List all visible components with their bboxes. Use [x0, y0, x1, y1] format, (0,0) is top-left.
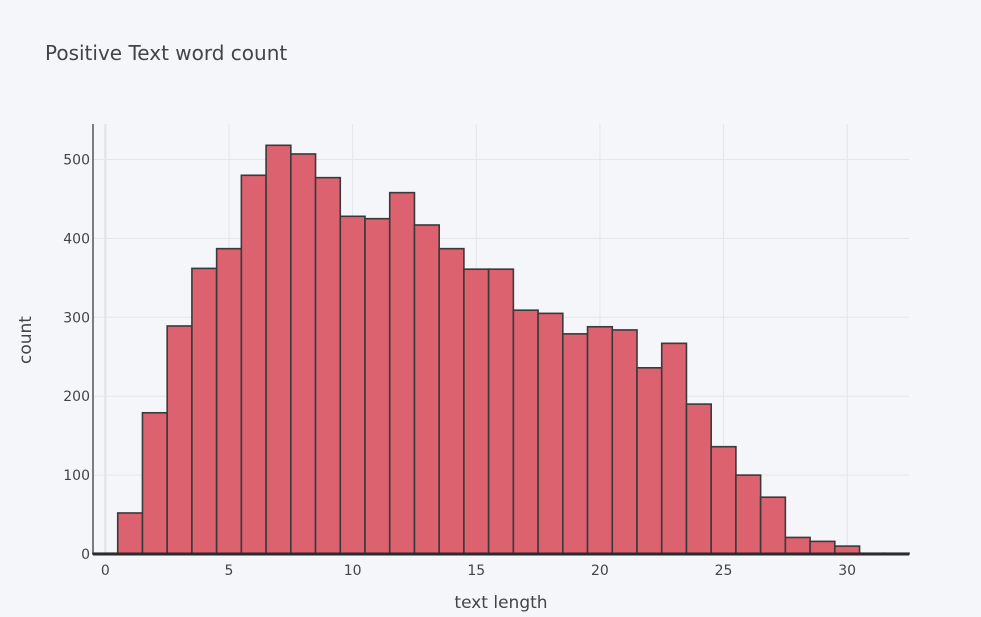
histogram-bar[interactable] [487, 268, 515, 555]
histogram-bar[interactable] [240, 174, 267, 555]
histogram-bar[interactable] [636, 366, 663, 555]
histogram-bar[interactable] [611, 329, 638, 555]
histogram-bar[interactable] [438, 247, 465, 555]
y-tick-label: 500 [63, 153, 90, 169]
y-tick-label: 300 [63, 310, 90, 326]
histogram-bar[interactable] [265, 144, 292, 555]
histogram-bar[interactable] [710, 445, 737, 555]
x-tick-label: 5 [225, 563, 234, 579]
histogram-bar[interactable] [364, 217, 391, 555]
y-tick-label: 100 [63, 468, 90, 484]
axis-layer [92, 124, 909, 556]
histogram-bar[interactable] [166, 325, 193, 555]
histogram-bar[interactable] [290, 153, 317, 555]
histogram-bar[interactable] [586, 325, 614, 555]
histogram-bar[interactable] [314, 176, 342, 555]
histogram-bar[interactable] [759, 496, 787, 555]
histogram-bar[interactable] [141, 411, 168, 555]
x-tick-label: 15 [467, 563, 485, 579]
x-tick-label: 10 [344, 563, 362, 579]
histogram-bar[interactable] [660, 342, 688, 555]
histogram-bar[interactable] [784, 536, 811, 555]
histogram-bar[interactable] [116, 512, 144, 555]
histogram-bar[interactable] [735, 474, 762, 555]
chart-title: Positive Text word count [45, 41, 287, 65]
x-tick-label: 0 [101, 563, 110, 579]
histogram-bar[interactable] [191, 267, 218, 555]
histogram-bar[interactable] [388, 191, 416, 555]
histogram-bar[interactable] [463, 268, 490, 555]
y-tick-label: 0 [81, 547, 90, 563]
x-tick-label: 30 [838, 563, 856, 579]
x-tick-label: 25 [715, 563, 733, 579]
histogram-bar[interactable] [562, 333, 589, 555]
histogram-bar[interactable] [512, 309, 539, 555]
histogram-bar[interactable] [685, 403, 712, 555]
y-tick-label: 400 [63, 231, 90, 247]
x-tick-label: 20 [591, 563, 609, 579]
y-axis-title: count [16, 316, 36, 364]
histogram-bar[interactable] [809, 540, 836, 555]
bars-layer [92, 144, 910, 555]
histogram-bar[interactable] [339, 215, 366, 555]
y-tick-label: 200 [63, 389, 90, 405]
histogram-bar[interactable] [215, 247, 243, 555]
histogram-bar[interactable] [537, 312, 564, 555]
x-axis-title: text length [454, 593, 547, 613]
histogram-bar[interactable] [413, 224, 440, 555]
